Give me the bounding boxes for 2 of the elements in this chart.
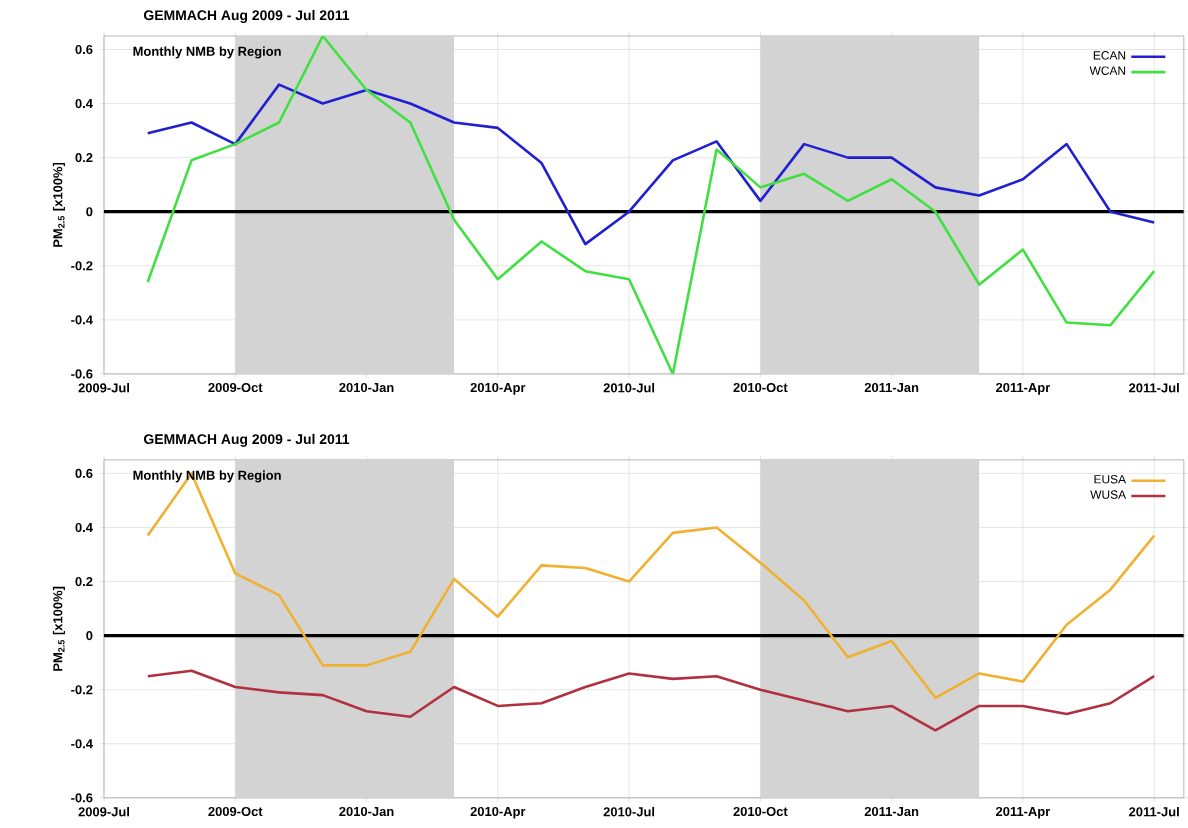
line-series	[146, 669, 1156, 732]
line-series	[146, 83, 1156, 246]
